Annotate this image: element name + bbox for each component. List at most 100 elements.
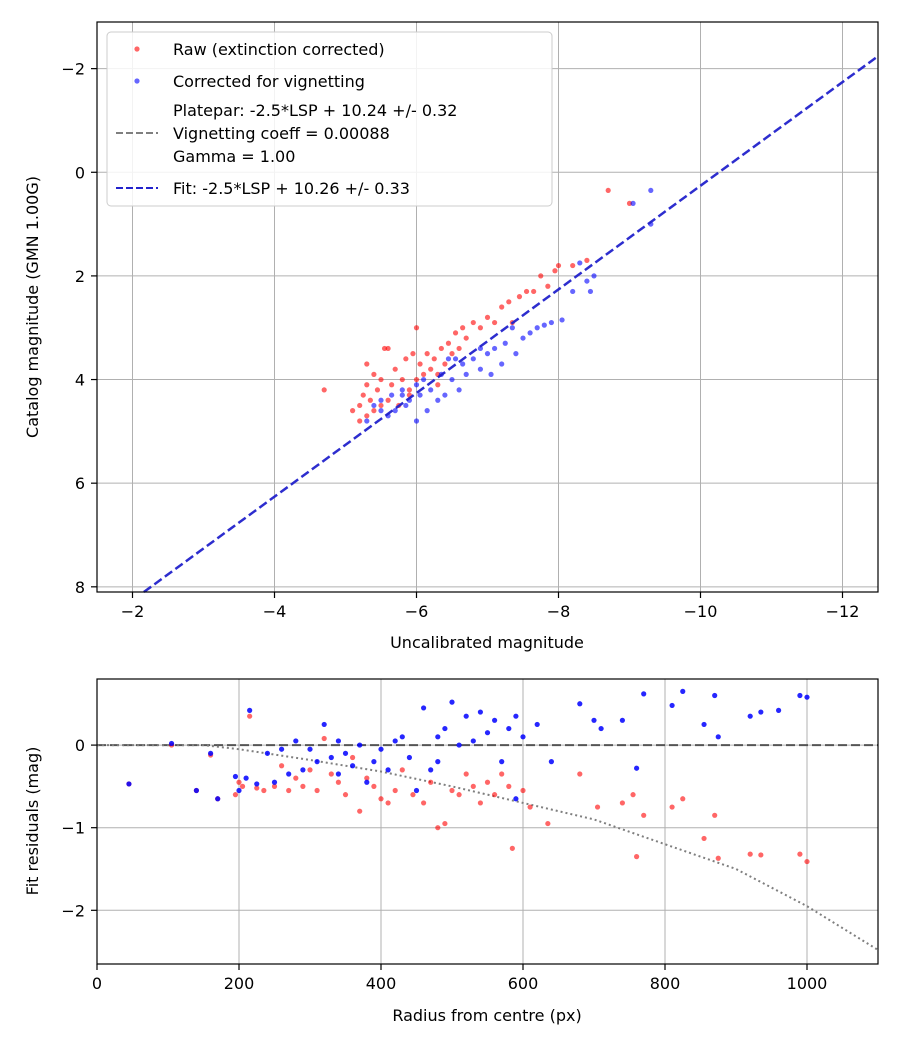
- raw-point: [424, 351, 430, 357]
- corrected-residual-point: [293, 738, 299, 744]
- corrected-point: [435, 397, 441, 403]
- raw-point: [538, 273, 544, 279]
- bottom-scatter-points: [126, 688, 810, 865]
- corrected-residual-point: [715, 734, 721, 740]
- corrected-residual-point: [247, 707, 253, 713]
- top-x-tick-label: −8: [547, 602, 571, 621]
- raw-point: [378, 376, 384, 383]
- fit-line: [143, 55, 879, 594]
- corrected-residual-point: [701, 721, 707, 728]
- raw-residual-point: [350, 754, 356, 761]
- corrected-residual-point: [428, 767, 434, 773]
- corrected-point: [456, 387, 462, 393]
- raw-point: [445, 340, 452, 346]
- raw-point: [435, 382, 441, 388]
- corrected-residual-point: [264, 750, 270, 756]
- corrected-point: [378, 397, 384, 403]
- bottom-plot-frame: [96, 678, 879, 965]
- corrected-residual-point: [669, 702, 675, 709]
- raw-point: [499, 304, 505, 310]
- raw-point: [492, 319, 498, 326]
- raw-residual-point: [421, 800, 427, 806]
- corrected-residual-point: [591, 717, 597, 723]
- raw-point: [360, 392, 366, 398]
- raw-residual-point: [335, 779, 341, 785]
- raw-residual-point: [442, 820, 448, 827]
- raw-residual-point: [232, 792, 239, 798]
- corrected-residual-point: [279, 746, 285, 752]
- corrected-point: [364, 418, 370, 424]
- corrected-residual-point: [634, 765, 640, 771]
- corrected-point: [587, 288, 594, 295]
- corrected-point: [648, 187, 654, 194]
- corrected-residual-point: [776, 707, 782, 713]
- raw-point: [470, 319, 476, 326]
- raw-point: [406, 387, 412, 393]
- raw-residual-point: [279, 763, 285, 769]
- corrected-residual-point: [335, 738, 341, 744]
- top-y-tick-label: 2: [75, 267, 85, 286]
- corrected-point: [413, 382, 420, 388]
- corrected-point: [449, 376, 455, 383]
- raw-point: [357, 418, 363, 424]
- legend-box: [106, 31, 553, 207]
- raw-residual-point: [527, 804, 533, 810]
- raw-residual-point: [506, 783, 512, 789]
- raw-residual-point: [619, 800, 626, 806]
- corrected-residual-point: [797, 692, 803, 699]
- top-x-axis-label: Uncalibrated magnitude: [390, 633, 584, 652]
- legend-label-platepar-line3: Gamma = 1.00: [173, 147, 295, 166]
- bottom-y-tick-label: −1: [61, 819, 85, 838]
- raw-residual-point: [701, 835, 707, 842]
- raw-point: [552, 268, 558, 274]
- top-y-tick-label: 8: [75, 578, 85, 597]
- raw-point: [431, 356, 437, 362]
- raw-residual-point: [392, 787, 398, 794]
- raw-residual-point: [680, 796, 686, 802]
- top-y-tick-label: −2: [61, 60, 85, 79]
- corrected-residual-point: [641, 691, 647, 697]
- corrected-residual-point: [758, 709, 764, 715]
- top-x-tick-label: −10: [684, 602, 718, 621]
- raw-residual-point: [804, 858, 810, 865]
- raw-residual-point: [435, 825, 441, 831]
- legend-marker-raw: [134, 46, 140, 52]
- corrected-point: [413, 418, 420, 424]
- corrected-residual-point: [442, 725, 448, 732]
- corrected-residual-point: [577, 701, 583, 707]
- raw-point: [605, 187, 611, 194]
- raw-point: [463, 335, 469, 341]
- corrected-residual-point: [421, 705, 427, 711]
- raw-residual-point: [492, 792, 498, 798]
- corrected-residual-point: [413, 787, 420, 794]
- bottom-x-tick-label: 400: [366, 974, 397, 993]
- corrected-residual-point: [243, 775, 249, 781]
- raw-residual-point: [577, 771, 583, 777]
- corrected-point: [417, 392, 423, 398]
- raw-residual-point: [669, 804, 675, 810]
- corrected-residual-point: [712, 692, 718, 699]
- corrected-point: [584, 278, 590, 284]
- corrected-point: [484, 351, 491, 357]
- corrected-residual-point: [193, 787, 199, 794]
- top-x-tick-label: −12: [826, 602, 860, 621]
- legend-label-platepar-line2: Vignetting coeff = 0.00088: [173, 124, 390, 143]
- corrected-residual-point: [619, 717, 626, 723]
- corrected-residual-point: [680, 688, 686, 694]
- corrected-residual-point: [371, 759, 377, 765]
- raw-residual-point: [410, 792, 416, 798]
- raw-residual-point: [594, 804, 601, 810]
- corrected-point: [452, 356, 459, 362]
- raw-point: [410, 351, 416, 357]
- corrected-residual-point: [399, 734, 405, 740]
- raw-point: [570, 262, 576, 269]
- raw-point: [442, 361, 448, 367]
- raw-residual-point: [261, 787, 267, 794]
- raw-residual-point: [271, 783, 278, 789]
- bottom-x-tick-label: 600: [508, 974, 539, 993]
- raw-point: [403, 356, 409, 362]
- raw-point: [371, 371, 377, 377]
- corrected-point: [371, 402, 377, 409]
- raw-point: [389, 382, 395, 388]
- raw-point: [374, 387, 381, 393]
